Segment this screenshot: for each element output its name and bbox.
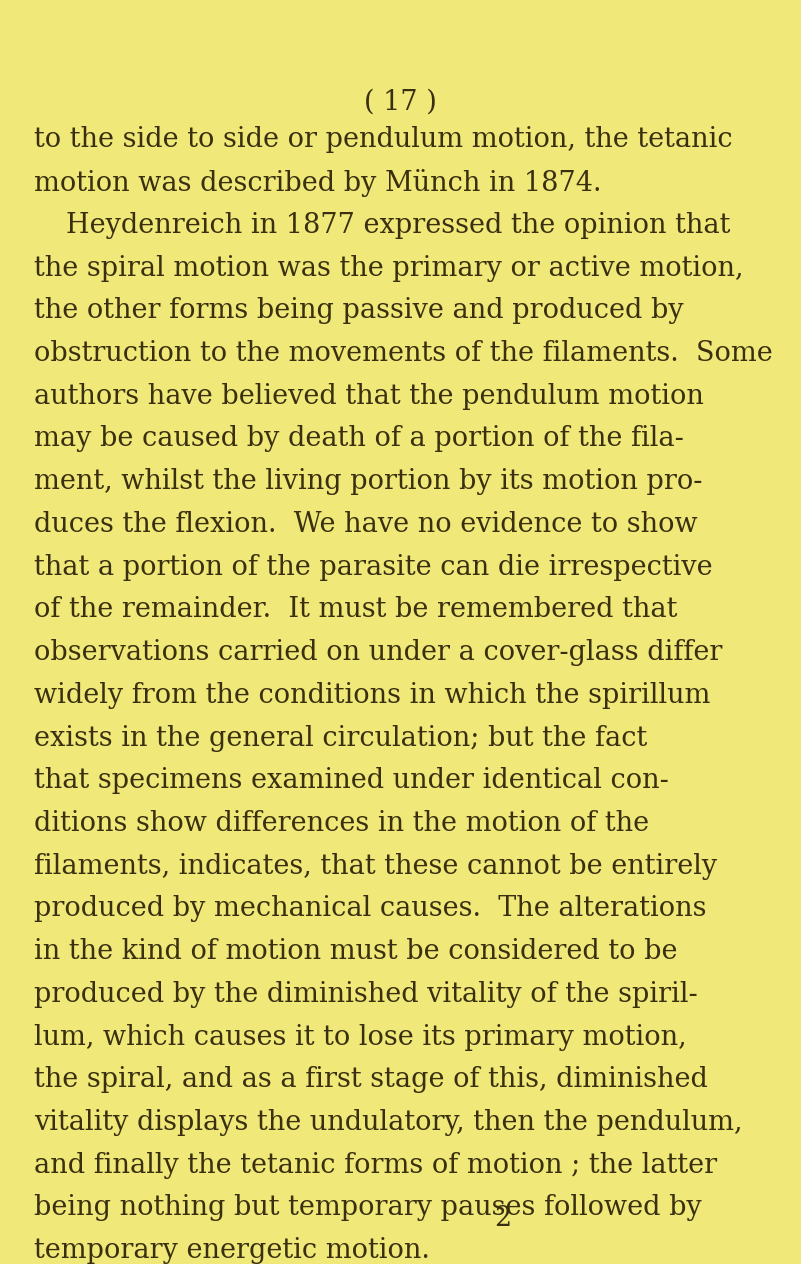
Text: and finally the tetanic forms of motion ; the latter: and finally the tetanic forms of motion …	[34, 1152, 717, 1179]
Text: exists in the general circulation; but the fact: exists in the general circulation; but t…	[34, 724, 647, 752]
Text: produced by the diminished vitality of the spiril-: produced by the diminished vitality of t…	[34, 981, 698, 1007]
Text: to the side to side or pendulum motion, the tetanic: to the side to side or pendulum motion, …	[34, 126, 732, 153]
Text: obstruction to the movements of the filaments.  Some: obstruction to the movements of the fila…	[34, 340, 772, 367]
Text: filaments, indicates, that these cannot be entirely: filaments, indicates, that these cannot …	[34, 853, 717, 880]
Text: that a portion of the parasite can die irrespective: that a portion of the parasite can die i…	[34, 554, 712, 580]
Text: being nothing but temporary pauses followed by: being nothing but temporary pauses follo…	[34, 1194, 702, 1221]
Text: the other forms being passive and produced by: the other forms being passive and produc…	[34, 297, 683, 325]
Text: the spiral motion was the primary or active motion,: the spiral motion was the primary or act…	[34, 254, 743, 282]
Text: in the kind of motion must be considered to be: in the kind of motion must be considered…	[34, 938, 677, 966]
Text: observations carried on under a cover-glass differ: observations carried on under a cover-gl…	[34, 640, 722, 666]
Text: ment, whilst the living portion by its motion pro-: ment, whilst the living portion by its m…	[34, 468, 702, 495]
Text: 2: 2	[494, 1206, 512, 1232]
Text: ditions show differences in the motion of the: ditions show differences in the motion o…	[34, 810, 649, 837]
Text: widely from the conditions in which the spirillum: widely from the conditions in which the …	[34, 681, 710, 709]
Text: temporary energetic motion.: temporary energetic motion.	[34, 1237, 429, 1264]
Text: that specimens examined under identical con-: that specimens examined under identical …	[34, 767, 669, 794]
Text: duces the flexion.  We have no evidence to show: duces the flexion. We have no evidence t…	[34, 511, 697, 538]
Text: vitality displays the undulatory, then the pendulum,: vitality displays the undulatory, then t…	[34, 1109, 743, 1136]
Text: authors have believed that the pendulum motion: authors have believed that the pendulum …	[34, 383, 703, 410]
Text: may be caused by death of a portion of the fila-: may be caused by death of a portion of t…	[34, 426, 683, 453]
Text: ( 17 ): ( 17 )	[364, 88, 437, 115]
Text: of the remainder.  It must be remembered that: of the remainder. It must be remembered …	[34, 597, 677, 623]
Text: produced by mechanical causes.  The alterations: produced by mechanical causes. The alter…	[34, 895, 706, 923]
Text: Heydenreich in 1877 expressed the opinion that: Heydenreich in 1877 expressed the opinio…	[66, 212, 730, 239]
Text: motion was described by Münch in 1874.: motion was described by Münch in 1874.	[34, 169, 601, 197]
Text: the spiral, and as a first stage of this, diminished: the spiral, and as a first stage of this…	[34, 1067, 707, 1093]
Text: lum, which causes it to lose its primary motion,: lum, which causes it to lose its primary…	[34, 1024, 686, 1050]
